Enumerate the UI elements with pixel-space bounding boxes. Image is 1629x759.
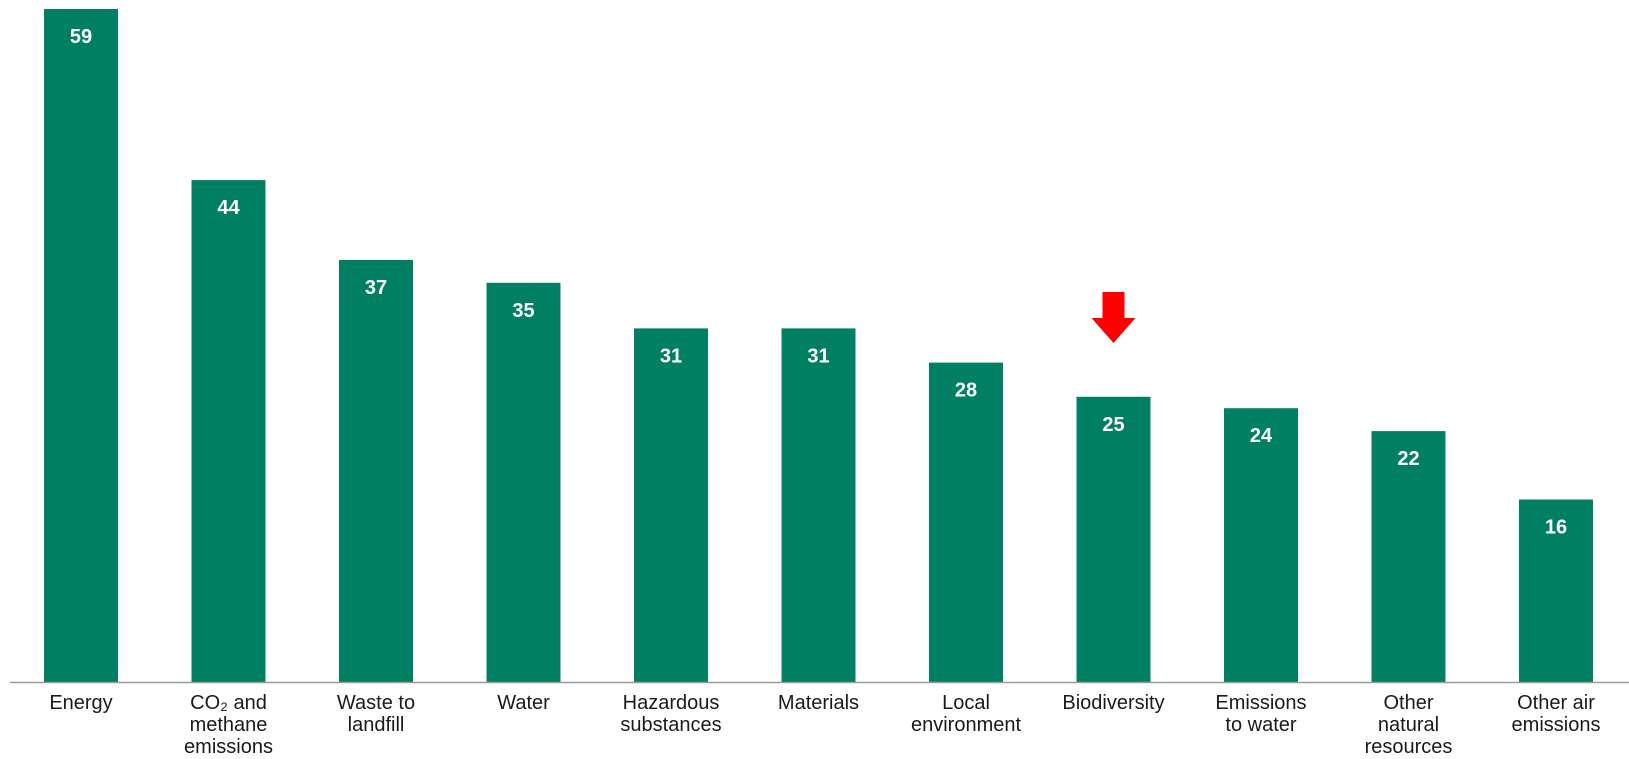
bar-energy [44,9,118,682]
category-label-line: Emissions [1215,692,1306,714]
category-label-materials: Materials [778,692,859,714]
category-label-co2-and-methane-emissions: CO₂ and methane emissions [184,692,273,758]
category-label-water: Water [497,692,550,714]
bar-materials [781,328,856,682]
category-label-line: substances [620,714,721,736]
category-label-line: emissions [1512,714,1601,736]
category-label-line: CO₂ and [190,692,267,714]
data-label-other-natural-resources: 22 [1397,448,1419,470]
category-label-other-air-emissions: Other air emissions [1512,692,1601,736]
bar-co2-and-methane-emissions [191,180,266,682]
category-label-emissions-to-water: Emissions to water [1215,692,1306,736]
red-down-arrow-icon [1091,292,1136,343]
bar-other-air-emissions [1519,499,1593,682]
data-label-local-environment: 28 [955,380,977,402]
bars-layer: 59 44 37 35 31 31 28 25 24 22 16 [44,9,1593,682]
data-label-materials: 31 [807,345,829,367]
category-label-line: Other [1383,692,1433,714]
data-label-waste-to-landfill: 37 [365,277,387,299]
category-label-waste-to-landfill: Waste to landfill [337,692,415,736]
category-label-line: resources [1365,736,1453,758]
data-label-energy: 59 [70,26,92,48]
bar-hazardous-substances [634,328,708,682]
category-label-other-natural-resources: Other natural resources [1365,692,1453,758]
category-label-line: Hazardous [623,692,720,714]
category-label-line: natural [1378,714,1439,736]
bar-waste-to-landfill [339,259,413,682]
bar-emissions-to-water [1224,408,1298,682]
category-label-line: Other air [1517,692,1595,714]
category-label-line: emissions [184,736,273,758]
category-label-energy: Energy [49,692,112,714]
category-label-line: environment [911,714,1022,736]
category-label-line: landfill [348,714,405,736]
data-label-water: 35 [512,300,534,322]
category-label-biodiversity: Biodiversity [1062,692,1164,714]
category-label-line: Water [497,692,550,714]
data-label-other-air-emissions: 16 [1545,517,1567,539]
category-label-line: to water [1225,714,1296,736]
category-label-line: methane [190,714,268,736]
category-label-line: Biodiversity [1062,692,1164,714]
bar-biodiversity [1076,396,1151,682]
category-label-line: Local [942,692,990,714]
data-label-emissions-to-water: 24 [1250,425,1273,447]
category-label-line: Materials [778,692,859,714]
category-label-hazardous-substances: Hazardous substances [620,692,721,736]
category-label-line: Waste to [337,692,415,714]
data-label-hazardous-substances: 31 [660,345,682,367]
bar-water [486,282,561,682]
highlight-layer [1091,292,1136,343]
category-label-local-environment: Local environment [911,692,1022,736]
bar-other-natural-resources [1371,431,1446,682]
data-label-biodiversity: 25 [1102,414,1124,436]
category-label-line: Energy [49,692,112,714]
bar-local-environment [929,362,1003,682]
data-label-co2-and-methane-emissions: 44 [217,197,240,219]
